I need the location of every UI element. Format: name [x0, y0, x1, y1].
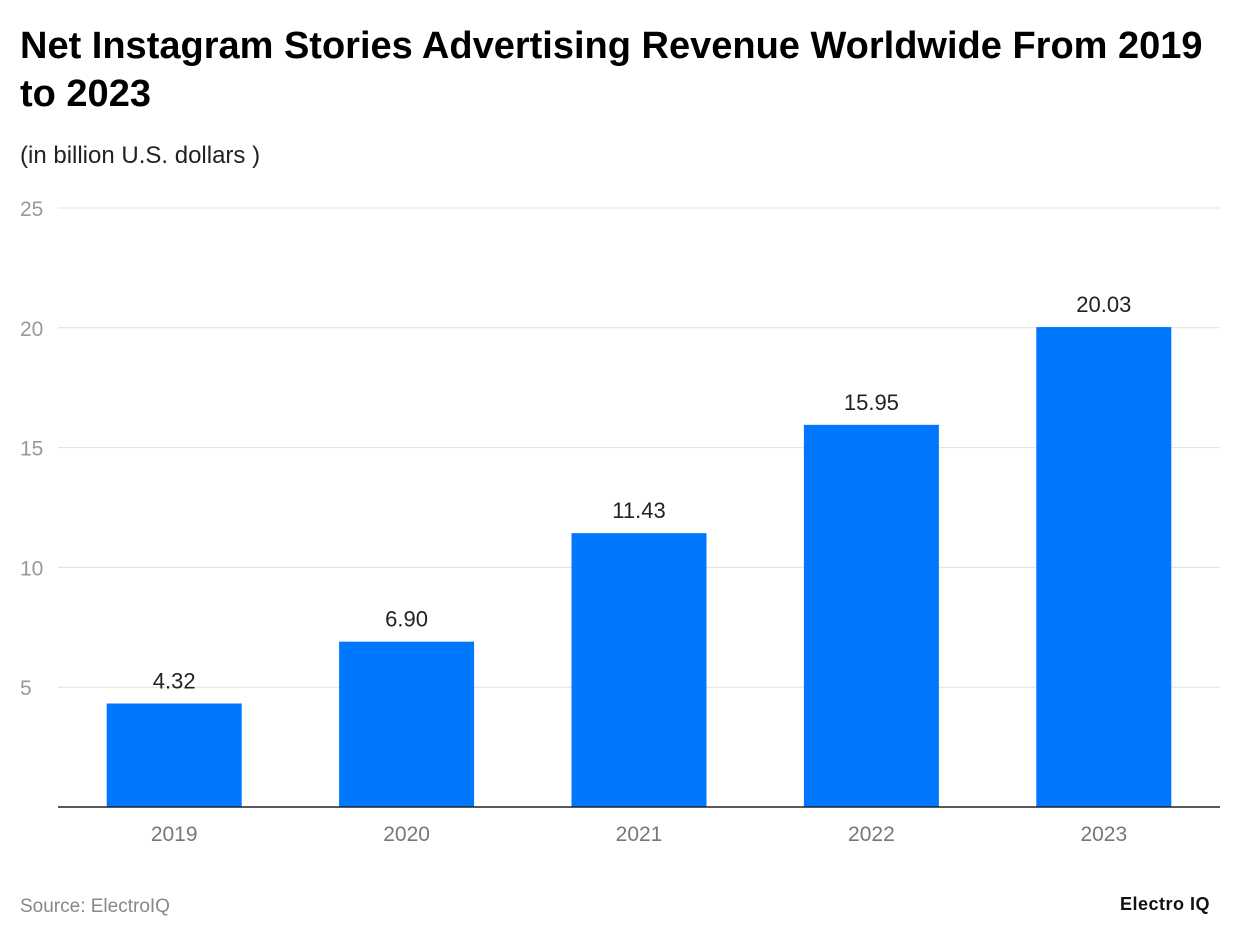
data-label: 6.90 [385, 607, 428, 632]
data-label: 15.95 [844, 390, 899, 415]
source-note: Source: ElectroIQ [20, 896, 170, 917]
data-label: 11.43 [612, 498, 665, 523]
bar-2019 [106, 703, 242, 807]
chart-subtitle: (in billion U.S. dollars ) [20, 142, 261, 169]
x-tick-label: 2021 [616, 823, 663, 846]
x-tick-label: 2022 [848, 823, 895, 846]
bar-2021 [571, 533, 707, 807]
y-tick-label: 10 [20, 557, 43, 580]
bar-2020 [339, 641, 475, 807]
bar-2022 [803, 424, 939, 807]
data-label: 20.03 [1076, 292, 1131, 317]
x-tick-label: 2023 [1080, 823, 1127, 846]
x-tick-label: 2019 [151, 823, 198, 846]
x-tick-label: 2020 [383, 823, 430, 846]
y-tick-label: 15 [20, 438, 43, 461]
y-tick-label: 5 [20, 677, 32, 700]
y-tick-label: 20 [20, 318, 43, 341]
bar-2023 [1036, 327, 1172, 807]
chart-title: Net Instagram Stories Advertising Revenu… [20, 25, 1203, 115]
y-tick-label: 25 [20, 198, 43, 221]
electroiq-logo: Electro IQ [1119, 894, 1210, 914]
data-label: 4.32 [153, 668, 196, 693]
